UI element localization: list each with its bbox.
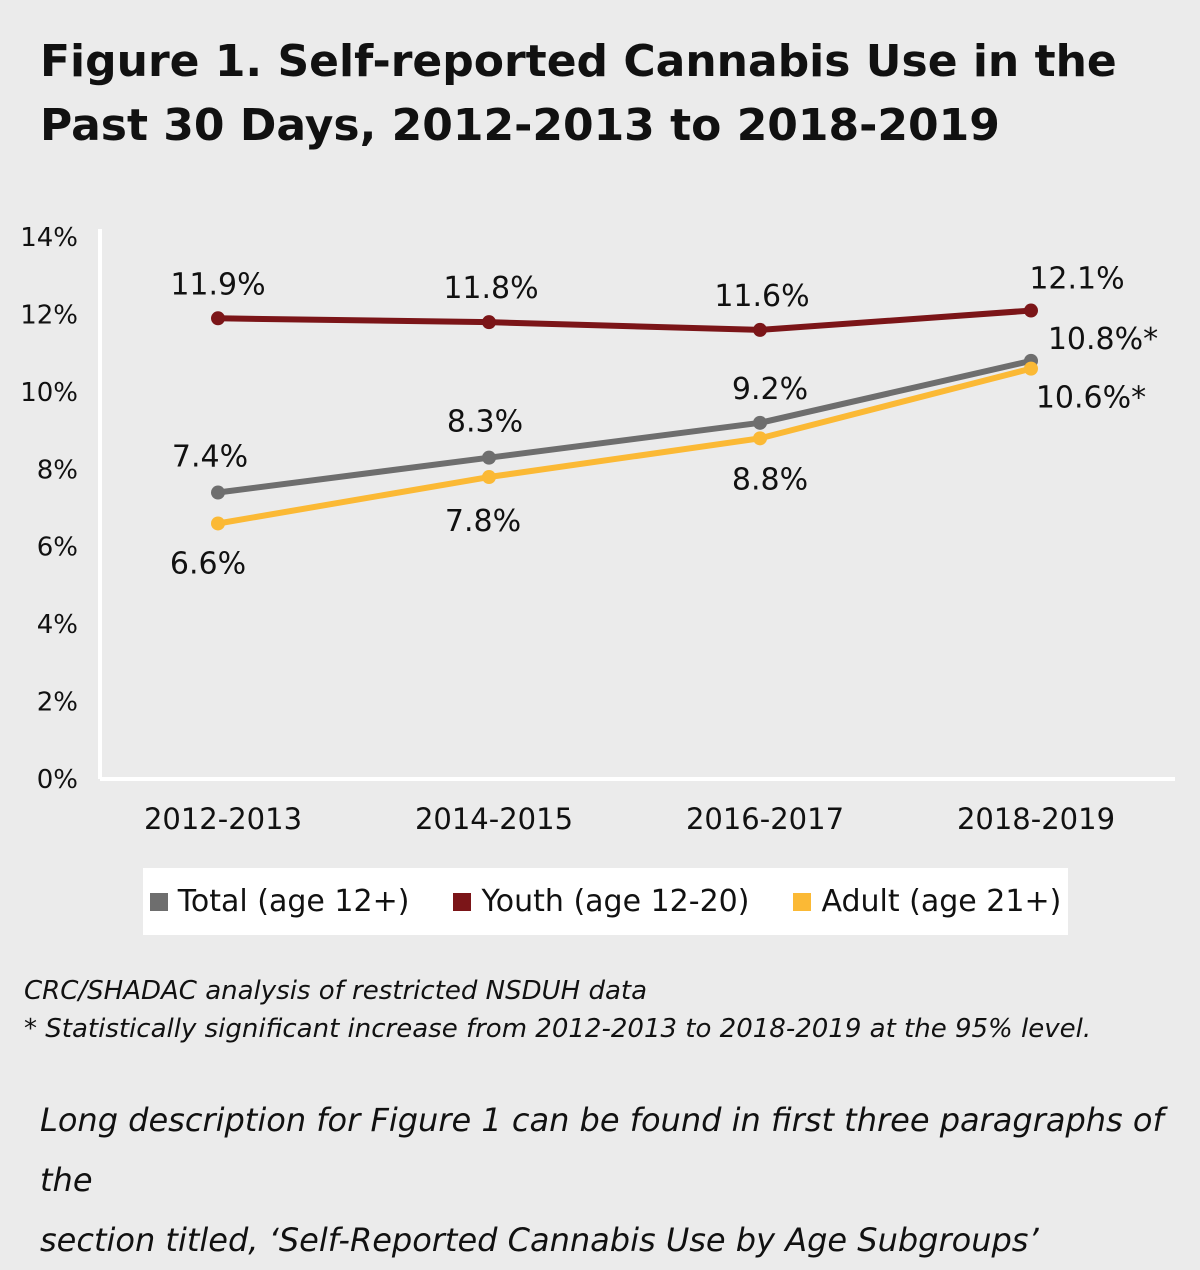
- data-label-total: 8.3%: [447, 405, 523, 440]
- data-label-total: 7.4%: [172, 440, 248, 475]
- y-tick-label: 6%: [37, 533, 78, 563]
- data-label-youth: 11.8%: [443, 271, 538, 306]
- data-point-adult: [482, 470, 496, 485]
- data-label-adult: 10.6%*: [1036, 381, 1146, 416]
- data-labels: 7.4% 8.3% 9.2% 10.8%* 11.9% 11.8% 11.6% 12.1% 6.…: [170, 262, 1158, 582]
- data-point-adult: [753, 431, 767, 446]
- y-tick-label: 14%: [20, 223, 78, 253]
- y-tick-label: 0%: [37, 765, 78, 795]
- series-line-youth: [215, 307, 1034, 333]
- legend-swatch-youth: [453, 892, 472, 911]
- data-point-adult: [211, 516, 225, 531]
- series-lines: [211, 303, 1038, 531]
- data-label-youth: 12.1%: [1029, 262, 1124, 297]
- data-point-youth: [753, 322, 767, 337]
- legend-item-adult: Adult (age 21+): [793, 884, 1061, 919]
- figure-title-line-1: Figure 1. Self-reported Cannabis Use in …: [40, 36, 1117, 87]
- data-point-youth: [1024, 303, 1038, 318]
- figure-title-line-2: Past 30 Days, 2012-2013 to 2018-2019: [40, 100, 1000, 151]
- line-chart: 0%2%4%6%8%10%12%14% 2012-2013 2014-2015 20…: [20, 223, 1175, 836]
- legend-item-total: Total (age 12+): [149, 884, 410, 919]
- data-point-adult: [1024, 361, 1038, 376]
- data-point-total: [482, 450, 496, 465]
- y-tick-label: 4%: [37, 610, 78, 640]
- long-description-line-2: section titled, ‘Self-Reported Cannabis …: [40, 1221, 1039, 1259]
- y-axis: 0% 2% 4% 6% 8% 10% 12% 14%: [20, 223, 102, 795]
- data-point-youth: [482, 315, 496, 330]
- data-label-youth: 11.6%: [714, 279, 809, 314]
- series-line-adult: [215, 365, 1034, 527]
- data-label-adult: 7.8%: [445, 504, 521, 539]
- data-label-adult: 6.6%: [170, 546, 246, 581]
- data-point-youth: [211, 311, 225, 326]
- long-description: Long description for Figure 1 can be fou…: [40, 1090, 1180, 1270]
- y-tick-label: 12%: [20, 300, 78, 330]
- long-description-line-1: Long description for Figure 1 can be fou…: [40, 1101, 1164, 1199]
- x-tick-label: 2018-2019: [957, 802, 1115, 836]
- source-note: CRC/SHADAC analysis of restricted NSDUH …: [24, 976, 648, 1006]
- chart-legend: Total (age 12+) Youth (age 12-20) Adult …: [143, 868, 1068, 935]
- series-line-total: [215, 357, 1034, 496]
- significance-note: * Statistically significant increase fro…: [24, 1014, 1092, 1044]
- legend-swatch-total: [149, 892, 168, 911]
- legend-label-total: Total (age 12+): [177, 884, 410, 919]
- data-point-total: [753, 415, 767, 430]
- legend-label-youth: Youth (age 12-20): [481, 884, 750, 919]
- legend-swatch-adult: [793, 892, 812, 911]
- legend-label-adult: Adult (age 21+): [821, 884, 1062, 919]
- data-label-adult: 8.8%: [732, 462, 808, 497]
- y-tick-label: 2%: [37, 688, 78, 718]
- data-label-total: 9.2%: [732, 372, 808, 407]
- x-tick-label: 2012-2013: [144, 802, 302, 836]
- data-label-total: 10.8%*: [1048, 322, 1158, 357]
- figure-notes: CRC/SHADAC analysis of restricted NSDUH …: [24, 972, 1174, 1048]
- y-tick-label: 10%: [20, 378, 78, 408]
- x-axis: 2012-2013 2014-2015 2016-2017 2018-2019: [100, 777, 1175, 836]
- legend-item-youth: Youth (age 12-20): [453, 884, 749, 919]
- data-label-youth: 11.9%: [170, 267, 265, 302]
- y-tick-label: 8%: [37, 455, 78, 485]
- data-point-total: [211, 485, 225, 500]
- x-tick-label: 2014-2015: [415, 802, 573, 836]
- figure-title: Figure 1. Self-reported Cannabis Use in …: [40, 30, 1160, 158]
- x-tick-label: 2016-2017: [686, 802, 844, 836]
